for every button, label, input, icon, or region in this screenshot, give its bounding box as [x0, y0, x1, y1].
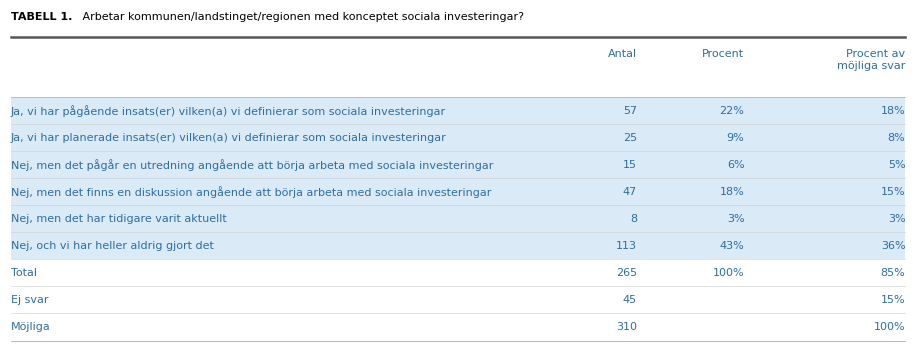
Text: 3%: 3%: [726, 214, 745, 224]
Text: 8%: 8%: [888, 133, 906, 143]
FancyBboxPatch shape: [10, 178, 906, 205]
Text: Nej, men det har tidigare varit aktuellt: Nej, men det har tidigare varit aktuellt: [10, 214, 226, 224]
Text: 18%: 18%: [880, 106, 906, 116]
FancyBboxPatch shape: [10, 124, 906, 151]
Text: 15%: 15%: [881, 295, 906, 305]
Text: 22%: 22%: [719, 106, 745, 116]
Text: 45: 45: [623, 295, 637, 305]
Text: 15%: 15%: [881, 187, 906, 197]
Text: Ej svar: Ej svar: [10, 295, 48, 305]
Text: 113: 113: [616, 241, 637, 251]
Text: 25: 25: [623, 133, 637, 143]
FancyBboxPatch shape: [10, 151, 906, 178]
Text: 100%: 100%: [874, 322, 906, 332]
Text: 9%: 9%: [726, 133, 745, 143]
Text: 15: 15: [623, 160, 637, 170]
Text: Arbetar kommunen/landstinget/regionen med konceptet sociala investeringar?: Arbetar kommunen/landstinget/regionen me…: [79, 12, 524, 22]
FancyBboxPatch shape: [10, 97, 906, 124]
Text: Nej, och vi har heller aldrig gjort det: Nej, och vi har heller aldrig gjort det: [10, 241, 213, 251]
Text: 36%: 36%: [881, 241, 906, 251]
Text: 6%: 6%: [726, 160, 745, 170]
Text: 100%: 100%: [713, 268, 745, 278]
Text: Total: Total: [10, 268, 37, 278]
FancyBboxPatch shape: [10, 233, 906, 259]
FancyBboxPatch shape: [10, 259, 906, 286]
Text: 3%: 3%: [888, 214, 906, 224]
Text: Nej, men det finns en diskussion angående att börja arbeta med sociala investeri: Nej, men det finns en diskussion angåend…: [10, 186, 491, 198]
Text: 47: 47: [623, 187, 637, 197]
FancyBboxPatch shape: [10, 205, 906, 233]
Text: 43%: 43%: [720, 241, 745, 251]
FancyBboxPatch shape: [10, 286, 906, 314]
Text: 8: 8: [630, 214, 637, 224]
Text: 85%: 85%: [880, 268, 906, 278]
Text: Procent av
möjliga svar: Procent av möjliga svar: [837, 49, 906, 71]
Text: 57: 57: [623, 106, 637, 116]
FancyBboxPatch shape: [10, 314, 906, 341]
Text: 5%: 5%: [888, 160, 906, 170]
Text: Ja, vi har pågående insats(er) vilken(a) vi definierar som sociala investeringar: Ja, vi har pågående insats(er) vilken(a)…: [10, 105, 446, 117]
Text: Ja, vi har planerade insats(er) vilken(a) vi definierar som sociala investeringa: Ja, vi har planerade insats(er) vilken(a…: [10, 133, 446, 143]
Text: 310: 310: [616, 322, 637, 332]
Text: Antal: Antal: [608, 49, 637, 59]
Text: 18%: 18%: [720, 187, 745, 197]
Text: Möjliga: Möjliga: [10, 322, 50, 332]
Text: 265: 265: [616, 268, 637, 278]
Text: TABELL 1.: TABELL 1.: [10, 12, 71, 22]
Text: Procent: Procent: [703, 49, 745, 59]
Text: Nej, men det pågår en utredning angående att börja arbeta med sociala investerin: Nej, men det pågår en utredning angående…: [10, 159, 493, 171]
